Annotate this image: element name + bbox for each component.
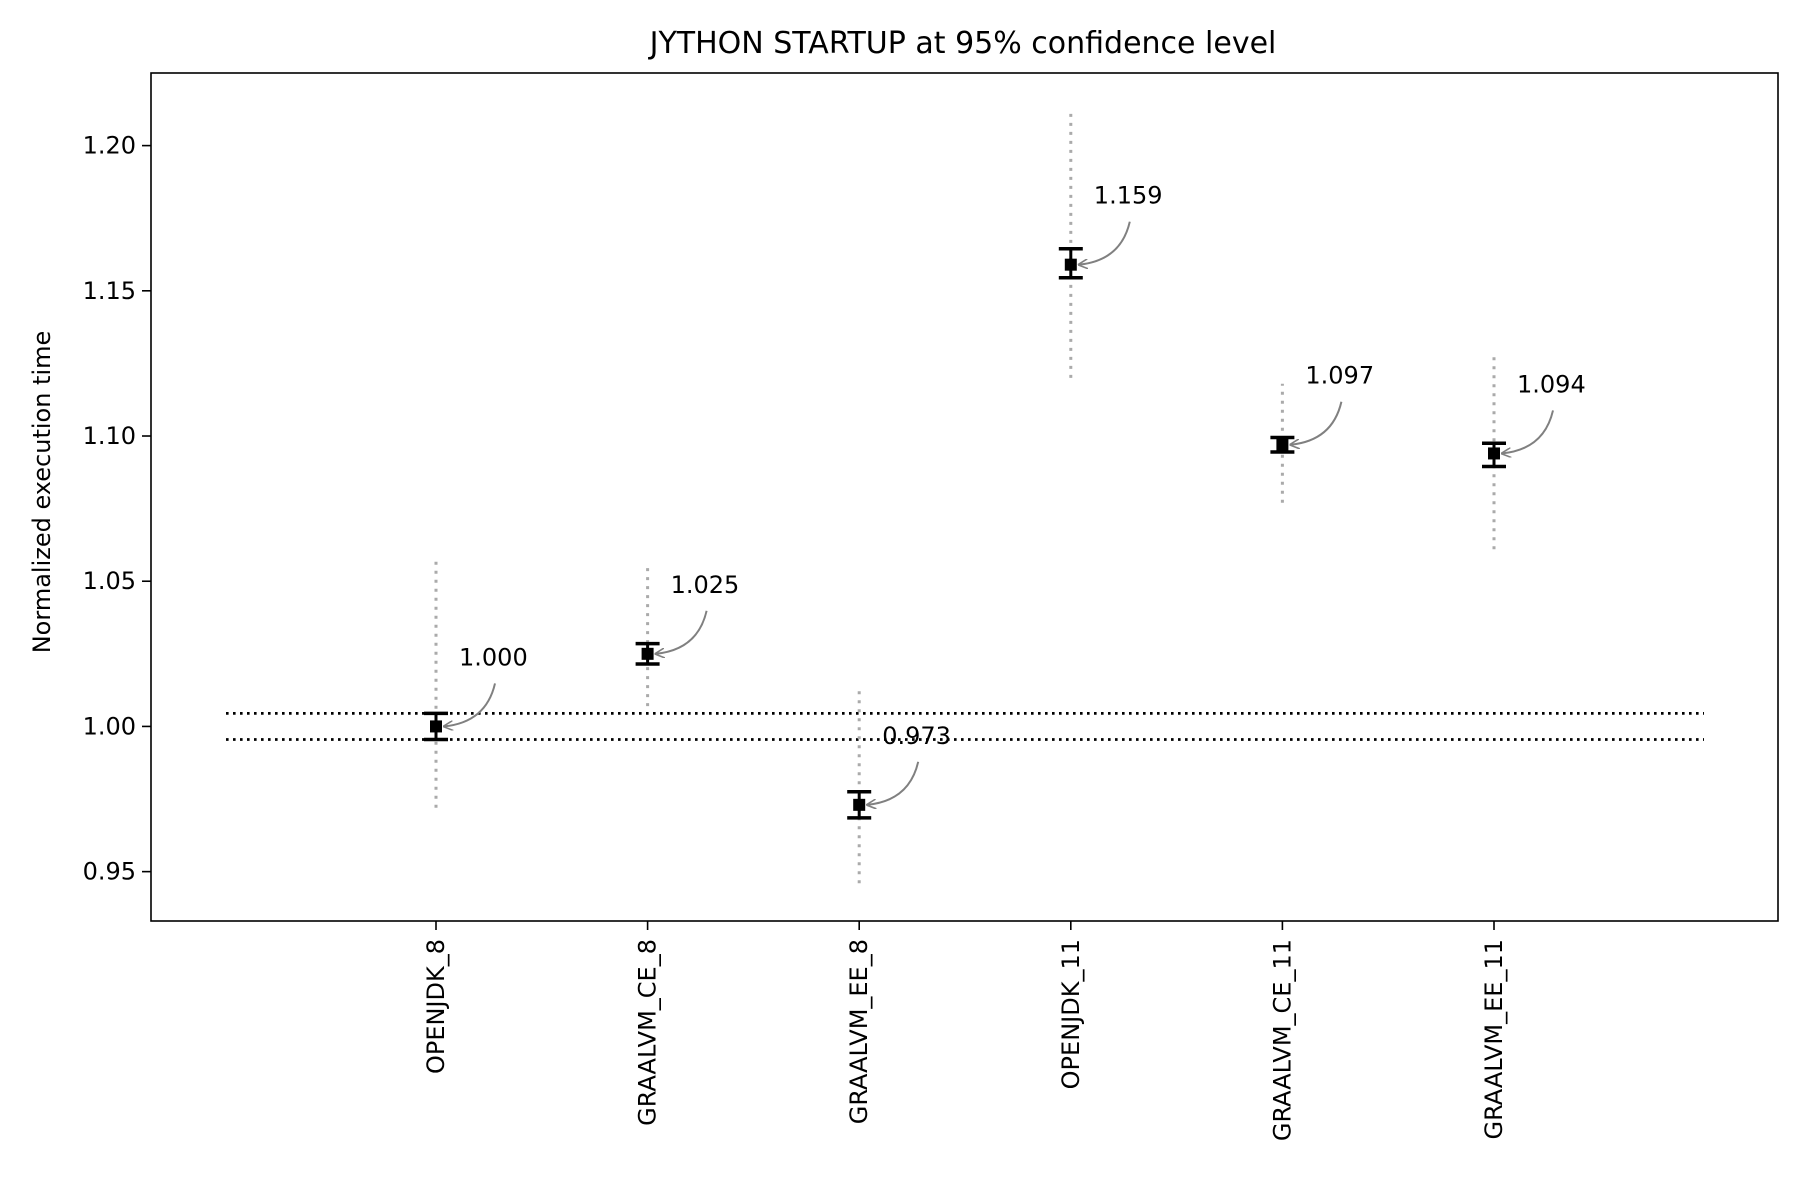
y-tick-label: 1.20: [83, 132, 136, 160]
data-point: [641, 647, 654, 660]
data-label: 0.973: [882, 722, 951, 750]
y-tick-label: 1.00: [83, 712, 136, 740]
y-axis: 0.95 1.00 1.05 1.10 1.15 1.20: [83, 132, 151, 886]
annotation-arrow: [656, 610, 708, 654]
data-point: [430, 720, 442, 733]
y-tick-label: 1.10: [83, 422, 136, 450]
x-tick-label: GRAALVM_CE_11: [1268, 939, 1296, 1141]
x-tick-label: OPENJDK_11: [1057, 939, 1085, 1089]
data-point: [1276, 438, 1289, 451]
data-label: 1.159: [1094, 182, 1163, 210]
x-tick-label: GRAALVM_EE_11: [1480, 939, 1508, 1140]
x-tick-label: GRAALVM_CE_8: [634, 939, 662, 1126]
data-label: 1.094: [1517, 370, 1586, 398]
annotation-arrow: [1290, 401, 1343, 445]
annotation-arrow: [444, 683, 496, 726]
data-point: [1064, 258, 1077, 271]
data-label: 1.000: [459, 643, 528, 671]
plot-frame: [150, 72, 1779, 922]
data-point: [853, 798, 866, 811]
data-point: [1488, 447, 1500, 460]
data-label: 1.097: [1305, 362, 1374, 390]
plot-area: 1.000 1.025 0.973 1.159 1.097 1.094: [226, 110, 1704, 884]
y-axis-label: Normalized execution time: [28, 331, 56, 654]
y-tick-label: 1.05: [83, 567, 136, 595]
chart-title: JYTHON STARTUP at 95% confidence level: [648, 26, 1277, 61]
x-axis: OPENJDK_8 GRAALVM_CE_8 GRAALVM_EE_8 OPENJDK…: [422, 921, 1508, 1141]
data-label: 1.025: [671, 571, 740, 599]
x-tick-label: OPENJDK_8: [422, 939, 450, 1074]
annotation-arrow: [867, 761, 920, 805]
y-tick-label: 1.15: [83, 277, 136, 305]
annotation-arrow: [1079, 221, 1131, 265]
x-tick-label: GRAALVM_EE_8: [845, 939, 873, 1124]
y-tick-label: 0.95: [83, 858, 136, 886]
annotation-arrow: [1502, 410, 1554, 453]
